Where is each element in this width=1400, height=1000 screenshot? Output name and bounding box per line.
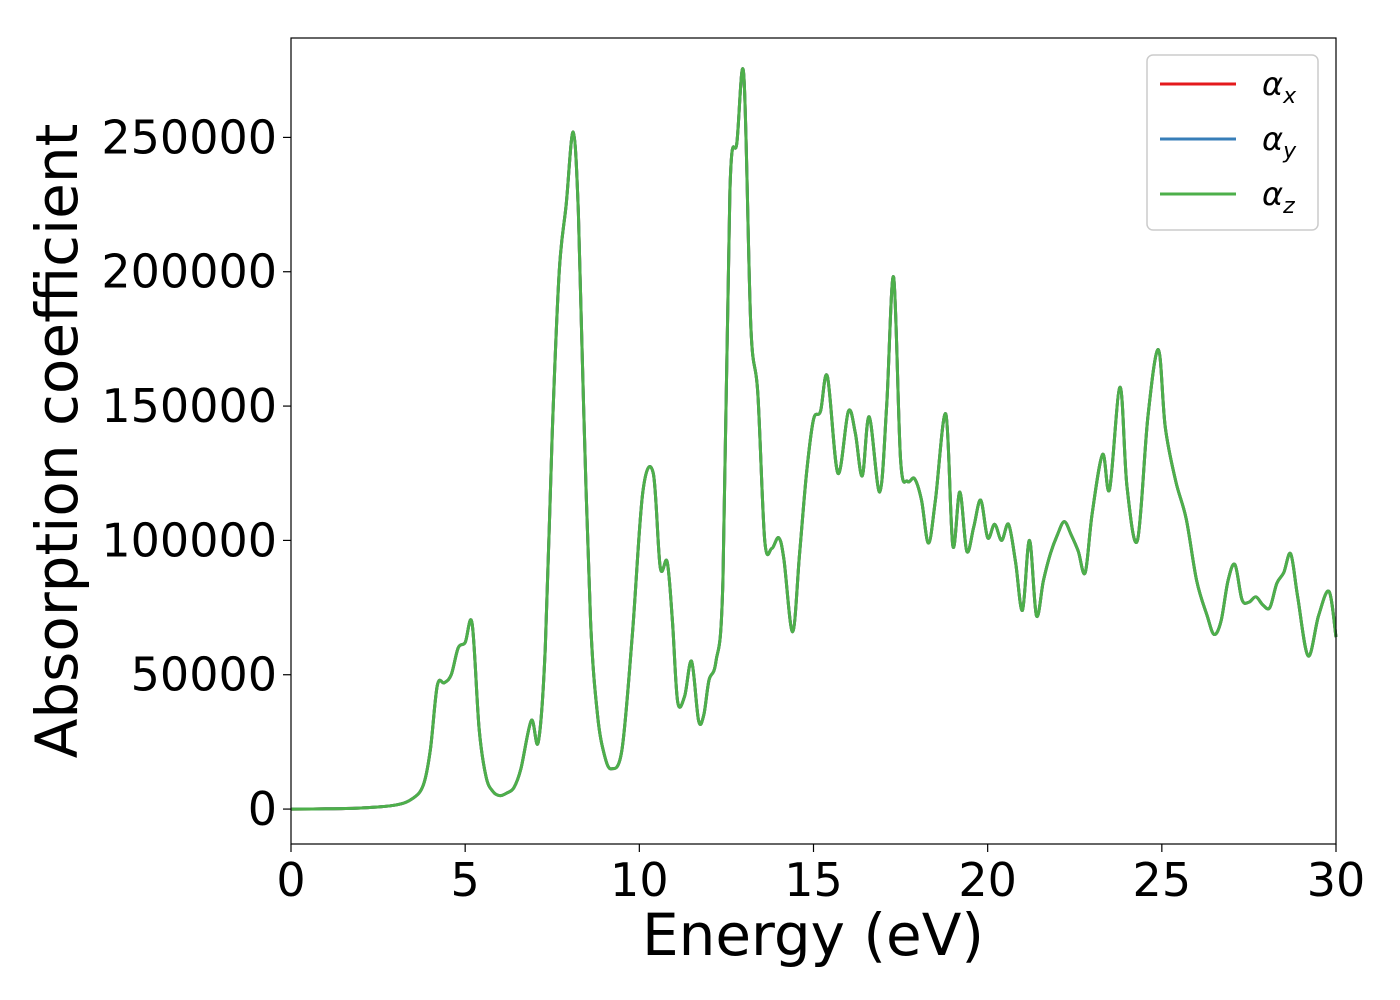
y-axis-ticks: 0 50000 100000 150000 200000 250000	[101, 110, 291, 836]
x-tick-label: 10	[610, 853, 669, 907]
series-lines	[290, 67, 1338, 811]
x-tick-label: 20	[958, 853, 1017, 907]
legend-box	[1146, 54, 1319, 231]
y-tick-label: 150000	[101, 379, 277, 433]
y-tick-label: 200000	[101, 245, 277, 299]
y-tick-label: 250000	[101, 110, 277, 164]
legend: αx αy αz	[1146, 54, 1319, 231]
x-axis-ticks: 0 5 10 15 20 25 30	[276, 844, 1365, 907]
y-axis-title: Absorption coefficient	[23, 124, 91, 759]
x-axis-title: Energy (eV)	[642, 901, 984, 969]
x-tick-label: 5	[451, 853, 480, 907]
x-tick-label: 15	[784, 853, 843, 907]
legend-label-alpha-z: αz	[1262, 175, 1295, 219]
y-tick-label: 0	[248, 782, 277, 836]
legend-label-alpha-y: αy	[1262, 120, 1297, 164]
series-line-alpha-z	[290, 67, 1338, 811]
x-tick-label: 30	[1307, 853, 1366, 907]
x-tick-label: 25	[1133, 853, 1192, 907]
y-tick-label: 100000	[101, 513, 277, 567]
y-tick-label: 50000	[131, 648, 277, 702]
x-tick-label: 0	[276, 853, 305, 907]
legend-label-alpha-x: αx	[1262, 65, 1297, 109]
